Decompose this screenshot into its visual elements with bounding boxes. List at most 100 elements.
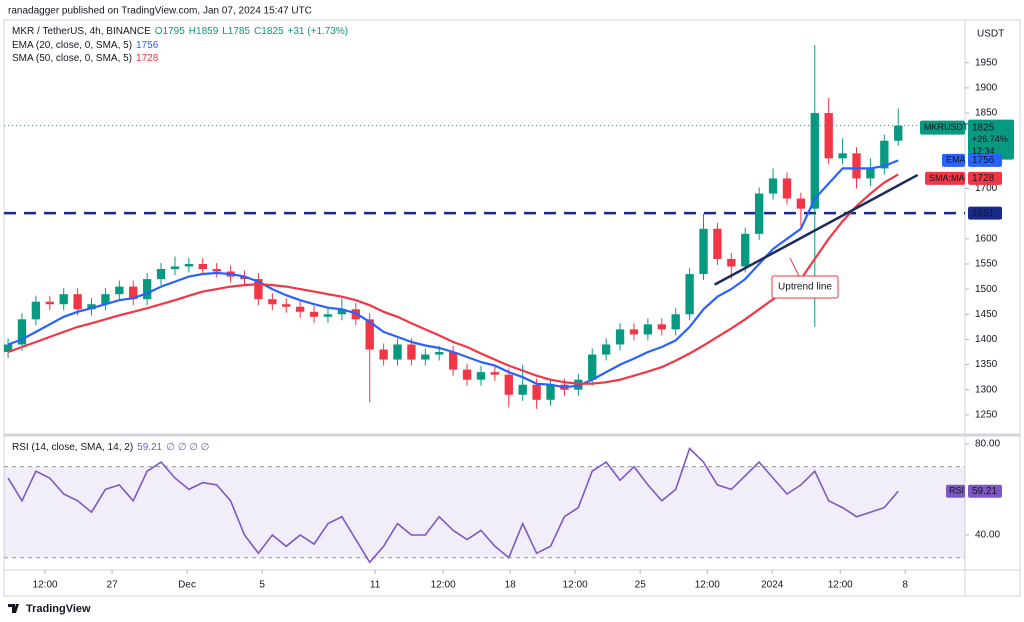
candle-body: [768, 178, 778, 194]
candle-body: [129, 286, 138, 300]
candle-body: [337, 309, 347, 315]
currency: USDT: [977, 29, 1004, 40]
y-tick-label: 1700: [975, 183, 998, 194]
candle-body: [699, 228, 708, 275]
y-tick-label: 1300: [975, 384, 998, 395]
candle-body: [880, 140, 889, 169]
x-tick-label: 12:00: [33, 580, 58, 591]
annotation-arrow: [789, 257, 801, 279]
candle-body: [407, 344, 416, 360]
candle-body: [754, 193, 764, 234]
candle-body: [142, 279, 152, 300]
y-tick-label: 1900: [975, 83, 998, 94]
x-tick-label: Dec: [178, 580, 196, 591]
rsi-tick-label: 40.00: [975, 530, 1000, 541]
y-tick-label: 1350: [975, 359, 998, 370]
ma-line: [7, 173, 899, 385]
x-tick-label: 2024: [761, 580, 784, 591]
candle-body: [212, 269, 221, 272]
candle-body: [601, 344, 611, 355]
annotation-box: [771, 275, 839, 299]
rsi-value-box: [968, 484, 1002, 498]
rsi-value-label: 59.21: [972, 486, 997, 497]
x-tick-label: 8: [902, 580, 908, 591]
legend-name: SMA (50, close, 0, SMA, 5): [12, 53, 132, 64]
y-tick-label: 1550: [975, 259, 998, 270]
legend-ohlc: C1825: [254, 26, 284, 37]
candle-body: [17, 319, 27, 345]
rsi-band: [4, 466, 965, 558]
y-tick-label: 1600: [975, 233, 998, 244]
candle-body: [156, 269, 166, 280]
candle-body: [852, 153, 861, 179]
x-tick-label: 12:00: [563, 580, 588, 591]
brand-logo: [8, 604, 19, 613]
legend-ohlc: H1859: [189, 26, 219, 37]
rsi-name: RSI (14, close, SMA, 14, 2): [12, 442, 133, 453]
legend-ohlc: +31 (+1.73%): [288, 26, 349, 37]
annotation: Uptrend line: [778, 282, 832, 293]
candle-body: [727, 258, 736, 267]
ma-value-box: [968, 171, 1002, 185]
legend-ohlc: O1795: [155, 26, 185, 37]
trend-line: [714, 173, 919, 286]
x-tick-label: 18: [505, 580, 517, 591]
y-tick-label: 1850: [975, 108, 998, 119]
y-tick-label: 1400: [975, 334, 998, 345]
price-label-countdown: 12:34: [972, 146, 995, 156]
rsi-tag: [946, 484, 965, 498]
candle-body: [87, 304, 96, 310]
candle-body: [866, 168, 875, 179]
candle-body: [685, 274, 694, 315]
candle-body: [824, 113, 833, 159]
ma-tag: [925, 171, 965, 185]
candle-body: [504, 374, 513, 395]
candle-body: [184, 263, 194, 267]
x-tick-label: 11: [370, 580, 381, 591]
candle-body: [796, 198, 806, 209]
brand: TradingView: [26, 603, 91, 615]
candle-body: [476, 372, 486, 380]
candle-body: [671, 314, 680, 330]
x-tick-label: 12:00: [695, 580, 720, 591]
rsi-value: 59.21: [137, 442, 162, 453]
candle-body: [810, 113, 819, 209]
ma-tag-text: SMA:MA: [929, 173, 965, 183]
legend-value: 1756: [136, 40, 159, 51]
candle-body: [894, 125, 903, 141]
candle-body: [268, 299, 277, 305]
rsi-tag-text: RSI: [949, 486, 964, 496]
x-tick-label: 12:00: [431, 580, 456, 591]
y-tick-label: 1950: [975, 57, 998, 68]
legend-ohlc: L1785: [222, 26, 250, 37]
price-label-ticker: [920, 120, 965, 135]
price-label: [968, 119, 1014, 160]
candle-body: [838, 153, 847, 159]
candle-body: [462, 369, 472, 380]
ma-tag-text: EMA: [946, 155, 966, 165]
candle-body: [254, 279, 263, 300]
candle-body: [365, 319, 374, 350]
candle-body: [629, 329, 639, 335]
price-label-value: 1825: [972, 122, 995, 133]
candle-body: [448, 352, 458, 370]
candle-body: [393, 344, 402, 360]
candle-body: [379, 349, 388, 360]
x-tick-label: 5: [259, 580, 265, 591]
rsi-tick-label: 80.00: [975, 439, 1000, 450]
candle-body: [421, 354, 430, 360]
candle-body: [323, 314, 333, 317]
y-tick-label: 1450: [975, 309, 998, 320]
price-label-ticker-text: MKRUSDT: [924, 122, 969, 132]
legend-ma: SMA (50, close, 0, SMA, 5) 1728: [12, 53, 159, 64]
legend-name: EMA (20, close, 0, SMA, 5): [12, 40, 132, 51]
candle-body: [657, 324, 666, 330]
candle-body: [45, 301, 54, 305]
candle-body: [170, 266, 180, 270]
x-tick-label: 27: [107, 580, 119, 591]
publisher: ranadagger published on TradingView.com,…: [8, 6, 312, 17]
x-tick-label: 25: [635, 580, 647, 591]
ma-value-box: [968, 153, 1002, 167]
